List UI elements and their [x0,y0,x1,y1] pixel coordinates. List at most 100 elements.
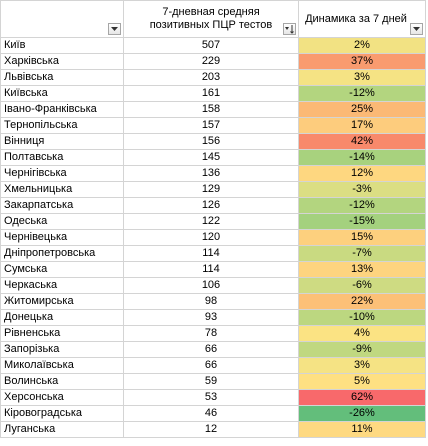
dynamics-cell[interactable]: -12% [298,85,426,102]
table-row: Волинська 59 5% [0,373,426,390]
table-row: Черкаська 106 -6% [0,277,426,294]
avg-cell[interactable]: 507 [123,37,299,54]
avg-cell[interactable]: 114 [123,261,299,278]
region-cell[interactable]: Львівська [0,69,124,86]
avg-cell[interactable]: 93 [123,309,299,326]
header-dyn-label: Динамика за 7 дней [305,12,407,25]
region-cell[interactable]: Чернігівська [0,165,124,182]
avg-cell[interactable]: 145 [123,149,299,166]
region-cell[interactable]: Вінниця [0,133,124,150]
dynamics-cell[interactable]: 17% [298,117,426,134]
avg-cell[interactable]: 161 [123,85,299,102]
sort-descending-icon [284,24,294,34]
region-cell[interactable]: Чернівецька [0,229,124,246]
region-cell[interactable]: Київська [0,85,124,102]
region-cell[interactable]: Миколаївська [0,357,124,374]
region-cell[interactable]: Волинська [0,373,124,390]
dynamics-cell[interactable]: -26% [298,405,426,422]
avg-cell[interactable]: 114 [123,245,299,262]
header-row: 7-дневная средняя позитивных ПЦР тестов … [0,0,426,38]
avg-cell[interactable]: 106 [123,277,299,294]
table-row: Вінниця 156 42% [0,133,426,150]
region-cell[interactable]: Донецька [0,309,124,326]
table-row: Харківська 229 37% [0,53,426,70]
avg-cell[interactable]: 46 [123,405,299,422]
dynamics-cell[interactable]: -7% [298,245,426,262]
dynamics-cell[interactable]: 62% [298,389,426,406]
avg-cell[interactable]: 229 [123,53,299,70]
avg-cell[interactable]: 98 [123,293,299,310]
dynamics-cell[interactable]: 12% [298,165,426,182]
dynamics-cell[interactable]: -15% [298,213,426,230]
avg-cell[interactable]: 66 [123,341,299,358]
dynamics-cell[interactable]: -6% [298,277,426,294]
region-cell[interactable]: Рівненська [0,325,124,342]
avg-cell[interactable]: 158 [123,101,299,118]
table-body: Київ 507 2% Харківська 229 37% Львівська 203 3% К… [0,37,426,438]
region-cell[interactable]: Херсонська [0,389,124,406]
avg-cell[interactable]: 203 [123,69,299,86]
dyn-filter-button[interactable] [410,23,423,35]
dynamics-cell[interactable]: -10% [298,309,426,326]
region-cell[interactable]: Тернопільська [0,117,124,134]
dynamics-cell[interactable]: 15% [298,229,426,246]
dynamics-cell[interactable]: 3% [298,69,426,86]
spreadsheet: 7-дневная средняя позитивных ПЦР тестов … [0,0,426,438]
avg-cell[interactable]: 59 [123,373,299,390]
dynamics-cell[interactable]: 5% [298,373,426,390]
region-cell[interactable]: Житомирська [0,293,124,310]
header-dyn: Динамика за 7 дней [298,0,426,38]
region-cell[interactable]: Харківська [0,53,124,70]
region-cell[interactable]: Дніпропетровська [0,245,124,262]
dynamics-cell[interactable]: -14% [298,149,426,166]
avg-cell[interactable]: 157 [123,117,299,134]
table-row: Миколаївська 66 3% [0,357,426,374]
avg-cell[interactable]: 78 [123,325,299,342]
table-row: Чернівецька 120 15% [0,229,426,246]
header-region [0,0,124,38]
dynamics-cell[interactable]: 4% [298,325,426,342]
region-cell[interactable]: Київ [0,37,124,54]
region-cell[interactable]: Івано-Франківська [0,101,124,118]
avg-cell[interactable]: 12 [123,421,299,438]
header-avg-label: 7-дневная средняя позитивных ПЦР тестов [149,6,273,31]
avg-cell[interactable]: 156 [123,133,299,150]
avg-cell[interactable]: 136 [123,165,299,182]
dynamics-cell[interactable]: -12% [298,197,426,214]
region-cell[interactable]: Закарпатська [0,197,124,214]
dynamics-cell[interactable]: 2% [298,37,426,54]
data-table: 7-дневная средняя позитивных ПЦР тестов … [0,0,426,438]
dropdown-arrow-icon [413,27,420,31]
dynamics-cell[interactable]: -3% [298,181,426,198]
dynamics-cell[interactable]: 37% [298,53,426,70]
avg-cell[interactable]: 120 [123,229,299,246]
dynamics-cell[interactable]: 13% [298,261,426,278]
region-cell[interactable]: Запорізька [0,341,124,358]
region-filter-button[interactable] [108,23,121,35]
avg-cell[interactable]: 129 [123,181,299,198]
region-cell[interactable]: Луганська [0,421,124,438]
dynamics-cell[interactable]: 11% [298,421,426,438]
dynamics-cell[interactable]: -9% [298,341,426,358]
dynamics-cell[interactable]: 22% [298,293,426,310]
dynamics-cell[interactable]: 42% [298,133,426,150]
region-cell[interactable]: Одеська [0,213,124,230]
avg-cell[interactable]: 122 [123,213,299,230]
table-row: Сумська 114 13% [0,261,426,278]
region-cell[interactable]: Полтавська [0,149,124,166]
table-row: Запорізька 66 -9% [0,341,426,358]
dynamics-cell[interactable]: 3% [298,357,426,374]
table-row: Закарпатська 126 -12% [0,197,426,214]
region-cell[interactable]: Кіровоградська [0,405,124,422]
region-cell[interactable]: Сумська [0,261,124,278]
avg-filter-button[interactable] [283,23,296,35]
dynamics-cell[interactable]: 25% [298,101,426,118]
avg-cell[interactable]: 66 [123,357,299,374]
avg-cell[interactable]: 53 [123,389,299,406]
avg-cell[interactable]: 126 [123,197,299,214]
region-cell[interactable]: Черкаська [0,277,124,294]
dropdown-arrow-icon [111,27,118,31]
table-row: Донецька 93 -10% [0,309,426,326]
region-cell[interactable]: Хмельницька [0,181,124,198]
table-row: Полтавська 145 -14% [0,149,426,166]
